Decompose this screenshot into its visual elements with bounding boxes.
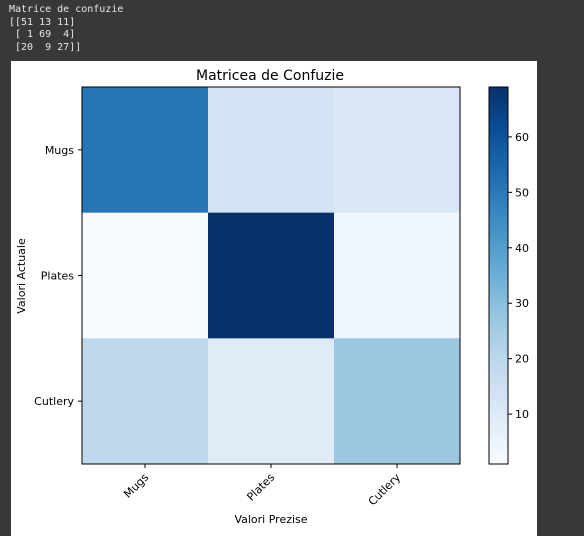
- x-tick-label: Cutlery: [366, 471, 404, 509]
- console-output: Matrice de confuzie [[51 13 11] [ 1 69 4]…: [9, 4, 123, 54]
- y-axis-ticks: Mugs Plates Cutlery: [34, 144, 82, 408]
- y-tick-label: Plates: [41, 270, 75, 283]
- colorbar-tick-label: 40: [515, 242, 529, 255]
- colorbar-ticks: 10 20 30 40 50 60: [508, 131, 529, 421]
- colorbar-tick-label: 10: [515, 408, 529, 421]
- heatmap-cell: [334, 212, 461, 339]
- confusion-matrix-chart: Matricea de Confuzie Mugs Plates Cutlery M…: [15, 68, 529, 526]
- y-tick-label: Mugs: [45, 144, 74, 157]
- figure-output: Matricea de Confuzie Mugs Plates Cutlery M…: [11, 61, 537, 536]
- heatmap-cell: [208, 338, 335, 465]
- heatmap-cell: [334, 87, 461, 214]
- heatmap-cell: [82, 212, 209, 339]
- colorbar-tick-label: 60: [515, 131, 529, 144]
- colorbar-tick-label: 20: [515, 353, 529, 366]
- heatmap-cell: [208, 87, 335, 214]
- colorbar-tick-label: 30: [515, 297, 529, 310]
- heatmap-cell: [82, 87, 209, 214]
- x-tick-label: Mugs: [121, 471, 151, 501]
- heatmap-cell: [82, 338, 209, 465]
- console-line: [ 1 69 4]: [9, 29, 76, 40]
- console-line: Matrice de confuzie: [9, 4, 124, 15]
- console-line: [20 9 27]]: [9, 41, 82, 53]
- heatmap-cell: [208, 212, 335, 339]
- heatmap-cell: [334, 338, 461, 465]
- colorbar: [488, 86, 509, 465]
- x-axis-ticks: Mugs Plates Cutlery: [121, 464, 403, 508]
- x-axis-label: Valori Prezise: [234, 513, 307, 526]
- y-tick-label: Cutlery: [34, 395, 74, 408]
- colorbar-tick-label: 50: [515, 186, 529, 199]
- y-axis-label: Valori Actuale: [15, 238, 28, 314]
- x-tick-label: Plates: [244, 471, 277, 504]
- heatmap-cells: [82, 87, 461, 465]
- chart-title: Matricea de Confuzie: [196, 68, 344, 84]
- console-line: [[51 13 11]: [9, 16, 76, 28]
